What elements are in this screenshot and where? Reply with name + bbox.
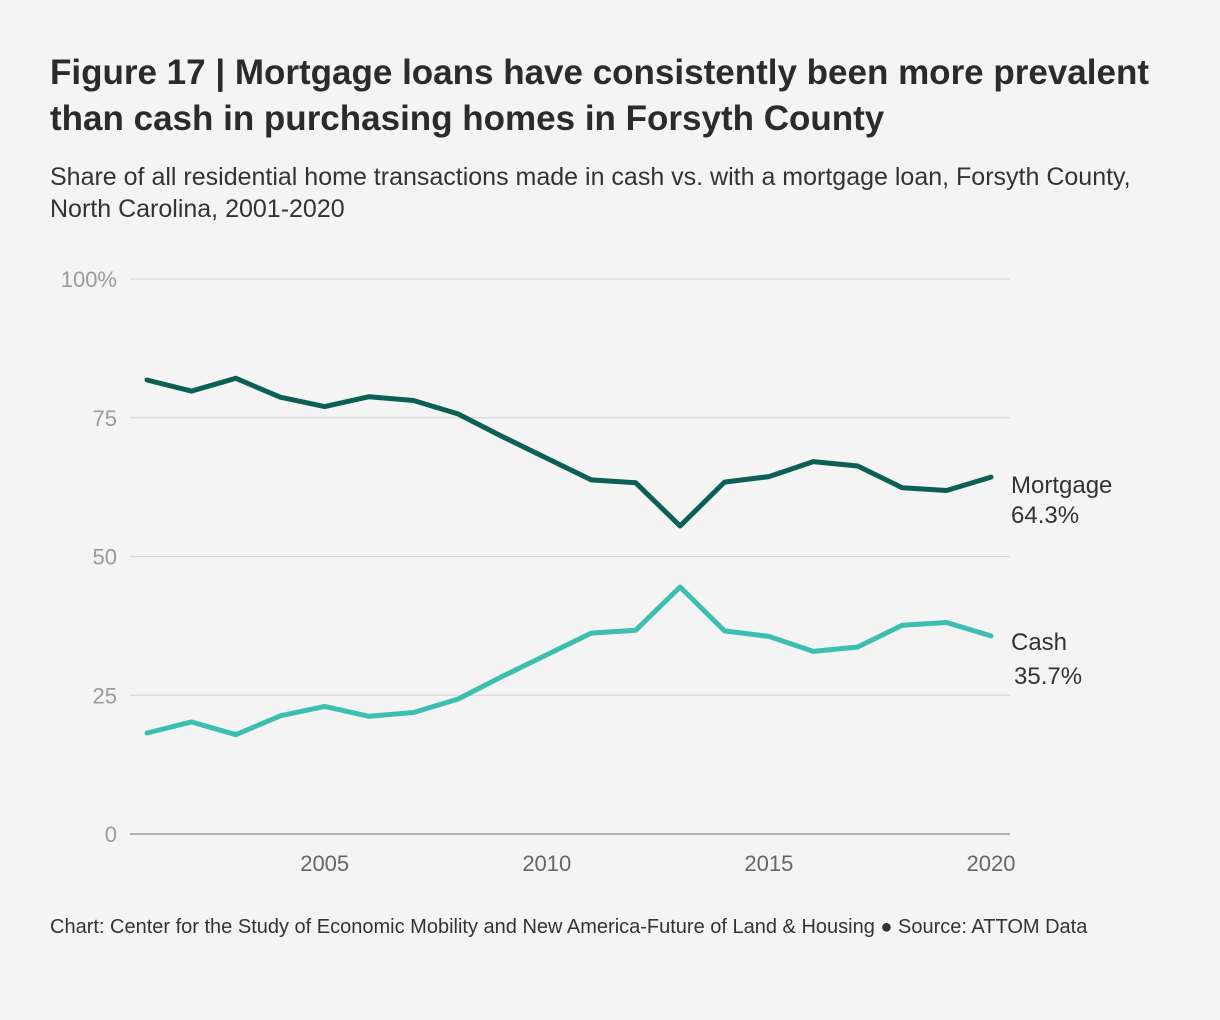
x-tick-label: 2005 [300, 851, 349, 876]
x-tick-label: 2010 [522, 851, 571, 876]
y-axis-ticks: 0 25 50 75 100% [61, 267, 117, 847]
y-tick-label: 50 [93, 545, 117, 570]
y-tick-label: 100% [61, 267, 117, 292]
series-value-label-mortgage: 64.3% [1011, 502, 1079, 529]
gridlines [130, 278, 1010, 835]
series-name-label-cash: Cash [1011, 629, 1067, 656]
chart-title: Figure 17 | Mortgage loans have consiste… [50, 53, 1149, 138]
series-name-label-mortgage: Mortgage [1011, 472, 1112, 499]
series-lines [144, 375, 994, 738]
x-tick-label: 2020 [967, 851, 1016, 876]
x-axis-ticks: 2005 2010 2015 2020 [300, 851, 1015, 876]
series-value-label-cash: 35.7% [1014, 663, 1082, 690]
series-line-cash [144, 584, 994, 738]
series-line-mortgage [144, 375, 994, 529]
chart-source-caption: Chart: Center for the Study of Economic … [50, 916, 1088, 938]
y-tick-label: 0 [105, 822, 117, 847]
series-end-labels: Mortgage 64.3% Cash 35.7% [1011, 472, 1112, 690]
y-tick-label: 25 [93, 683, 117, 708]
y-tick-label: 75 [93, 406, 117, 431]
x-tick-label: 2015 [744, 851, 793, 876]
chart-subtitle: Share of all residential home transactio… [50, 163, 1131, 223]
